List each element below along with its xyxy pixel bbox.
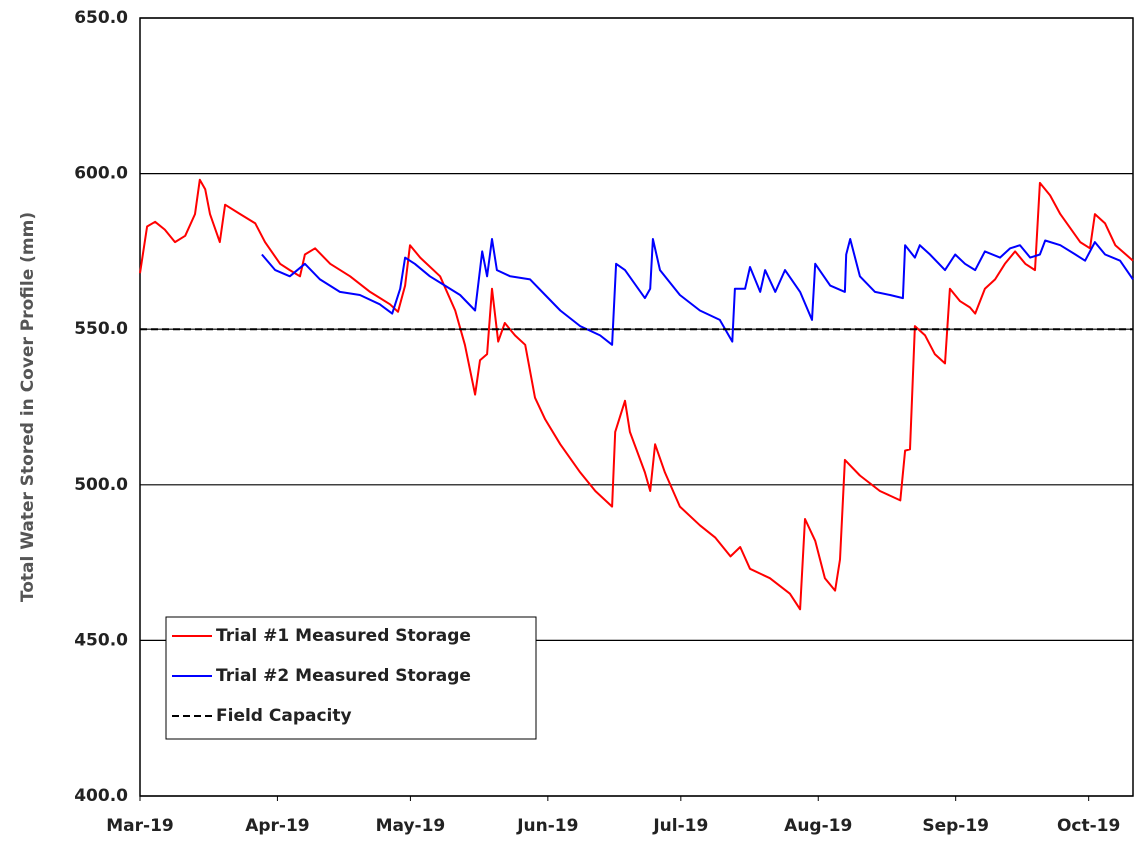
legend-box: [165, 616, 537, 740]
y-tick-label: 600.0: [74, 164, 128, 184]
x-tick-label: Jul-19: [652, 816, 708, 836]
series-line: [139, 178, 1134, 611]
y-tick-label: 550.0: [74, 319, 128, 339]
y-axis-label: Total Water Stored in Cover Profile (mm): [18, 212, 38, 602]
y-tick-label: 650.0: [74, 8, 128, 28]
x-tick-label: May-19: [376, 816, 446, 836]
y-tick-label: 400.0: [74, 786, 128, 806]
x-tick-label: Sep-19: [922, 816, 989, 836]
y-tick-label: 450.0: [74, 630, 128, 650]
x-tick-label: Aug-19: [784, 816, 852, 836]
series-line: [261, 238, 1134, 346]
x-tick-label: Oct-19: [1057, 816, 1120, 836]
legend-label: Trial #1 Measured Storage: [216, 626, 471, 646]
legend-label: Trial #2 Measured Storage: [216, 666, 471, 686]
y-tick-label: 500.0: [74, 475, 128, 495]
x-tick-label: Jun-19: [516, 816, 578, 836]
legend-label: Field Capacity: [216, 706, 352, 726]
x-tick-label: Apr-19: [245, 816, 309, 836]
x-tick-label: Mar-19: [106, 816, 174, 836]
